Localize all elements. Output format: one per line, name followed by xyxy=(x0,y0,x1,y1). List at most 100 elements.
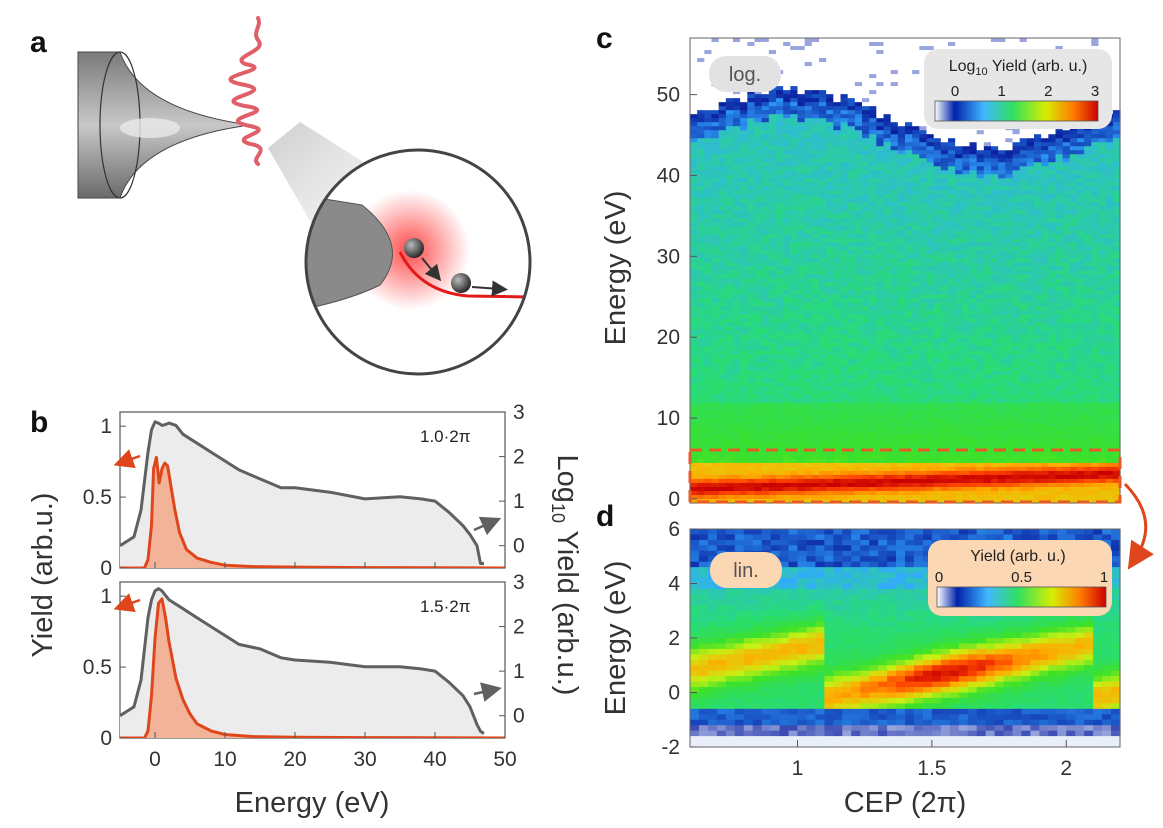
heatmap-cell xyxy=(725,486,734,492)
heatmap-cell xyxy=(940,486,949,492)
heatmap-cell xyxy=(933,378,942,384)
heatmap-cell xyxy=(747,38,756,43)
heatmap-cell xyxy=(912,94,920,99)
heatmap-cell xyxy=(919,410,928,416)
heatmap-cell xyxy=(776,386,784,392)
heatmap-cell xyxy=(768,486,777,492)
heatmap-cell xyxy=(718,146,727,151)
heatmap-cell xyxy=(955,274,963,280)
heatmap-cell xyxy=(697,294,705,300)
heatmap-cell xyxy=(697,74,705,79)
heatmap-cell xyxy=(897,166,906,171)
heatmap-cell xyxy=(890,422,899,428)
heatmap-cell xyxy=(826,150,834,155)
heatmap-cell xyxy=(747,262,756,268)
heatmap-cell xyxy=(890,314,899,320)
heatmap-cell xyxy=(948,358,956,364)
heatmap-cell xyxy=(840,294,849,300)
heatmap-cell xyxy=(768,162,777,167)
heatmap-cell xyxy=(869,38,877,43)
heatmap-cell xyxy=(876,302,885,308)
heatmap-cell xyxy=(969,274,978,280)
heatmap-cell xyxy=(897,74,906,79)
heatmap-cell xyxy=(811,318,820,324)
heatmap-cell xyxy=(847,458,856,464)
heatmap-cell xyxy=(833,42,842,47)
heatmap-cell xyxy=(804,310,813,316)
heatmap-cell xyxy=(933,354,942,360)
heatmap-cell xyxy=(811,354,820,360)
heatmap-cell xyxy=(854,138,863,143)
heatmap-cell xyxy=(797,138,806,143)
heatmap-cell xyxy=(948,342,956,348)
heatmap-cell xyxy=(761,394,770,400)
heatmap-cell xyxy=(969,230,978,236)
heatmap-cell xyxy=(754,210,763,215)
heatmap-cell xyxy=(840,242,849,248)
heatmap-cell xyxy=(847,230,856,236)
heatmap-cell xyxy=(819,262,827,268)
heatmap-cell xyxy=(754,286,763,292)
heatmap-cell xyxy=(962,342,971,348)
heatmap-cell xyxy=(797,58,806,63)
heatmap-cell xyxy=(919,402,928,408)
heatmap-cell xyxy=(890,386,899,392)
heatmap-cell xyxy=(733,258,741,264)
heatmap-cell xyxy=(754,130,763,135)
heatmap-cell xyxy=(897,394,906,400)
heatmap-cell xyxy=(733,490,741,496)
heatmap-cell xyxy=(983,182,992,187)
heatmap-cell xyxy=(976,194,985,199)
heatmap-cell xyxy=(940,166,949,171)
heatmap-cell xyxy=(811,94,820,99)
heatmap-cell xyxy=(905,342,913,348)
heatmap-cell xyxy=(790,230,799,236)
heatmap-cell xyxy=(926,162,935,167)
heatmap-cell xyxy=(690,342,698,348)
heatmap-cell xyxy=(747,90,756,95)
heatmap-cell xyxy=(955,486,963,492)
heatmap-cell xyxy=(790,170,799,175)
heatmap-cell xyxy=(854,342,863,348)
heatmap-cell xyxy=(883,354,892,360)
heatmap-cell xyxy=(969,154,978,159)
heatmap-cell xyxy=(926,438,935,444)
heatmap-cell xyxy=(790,162,799,167)
heatmap-cell xyxy=(690,406,698,412)
heatmap-cell xyxy=(926,326,935,332)
heatmap-cell xyxy=(833,310,842,316)
heatmap-cell xyxy=(840,266,849,272)
heatmap-cell xyxy=(912,226,920,232)
heatmap-cell xyxy=(776,174,784,179)
heatmap-cell xyxy=(690,158,698,163)
heatmap-cell xyxy=(890,342,899,348)
heatmap-cell xyxy=(747,206,756,211)
heatmap-cell xyxy=(747,166,756,171)
heatmap-cell xyxy=(883,58,892,63)
heatmap-cell xyxy=(797,98,806,103)
heatmap-cell xyxy=(747,270,756,276)
heatmap-cell xyxy=(840,222,849,228)
heatmap-cell xyxy=(940,330,949,336)
heatmap-cell xyxy=(826,454,834,460)
heatmap-cell xyxy=(897,202,906,207)
heatmap-cell xyxy=(854,366,863,372)
heatmap-cell xyxy=(926,482,935,488)
heatmap-cell xyxy=(797,130,806,135)
heatmap-cell xyxy=(940,210,949,215)
heatmap-cell xyxy=(962,478,971,484)
heatmap-cell xyxy=(983,206,992,211)
heatmap-cell xyxy=(804,438,813,444)
heatmap-cell xyxy=(790,454,799,460)
heatmap-cell xyxy=(690,350,698,356)
heatmap-cell xyxy=(690,282,698,288)
heatmap-cell xyxy=(854,238,863,244)
heatmap-cell xyxy=(905,190,913,195)
heatmap-cell xyxy=(697,282,705,288)
heatmap-cell xyxy=(804,426,813,432)
heatmap-cell xyxy=(826,90,834,95)
heatmap-cell xyxy=(725,102,734,107)
heatmap-cell xyxy=(883,266,892,272)
heatmap-cell xyxy=(783,130,791,135)
heatmap-cell xyxy=(768,298,777,304)
